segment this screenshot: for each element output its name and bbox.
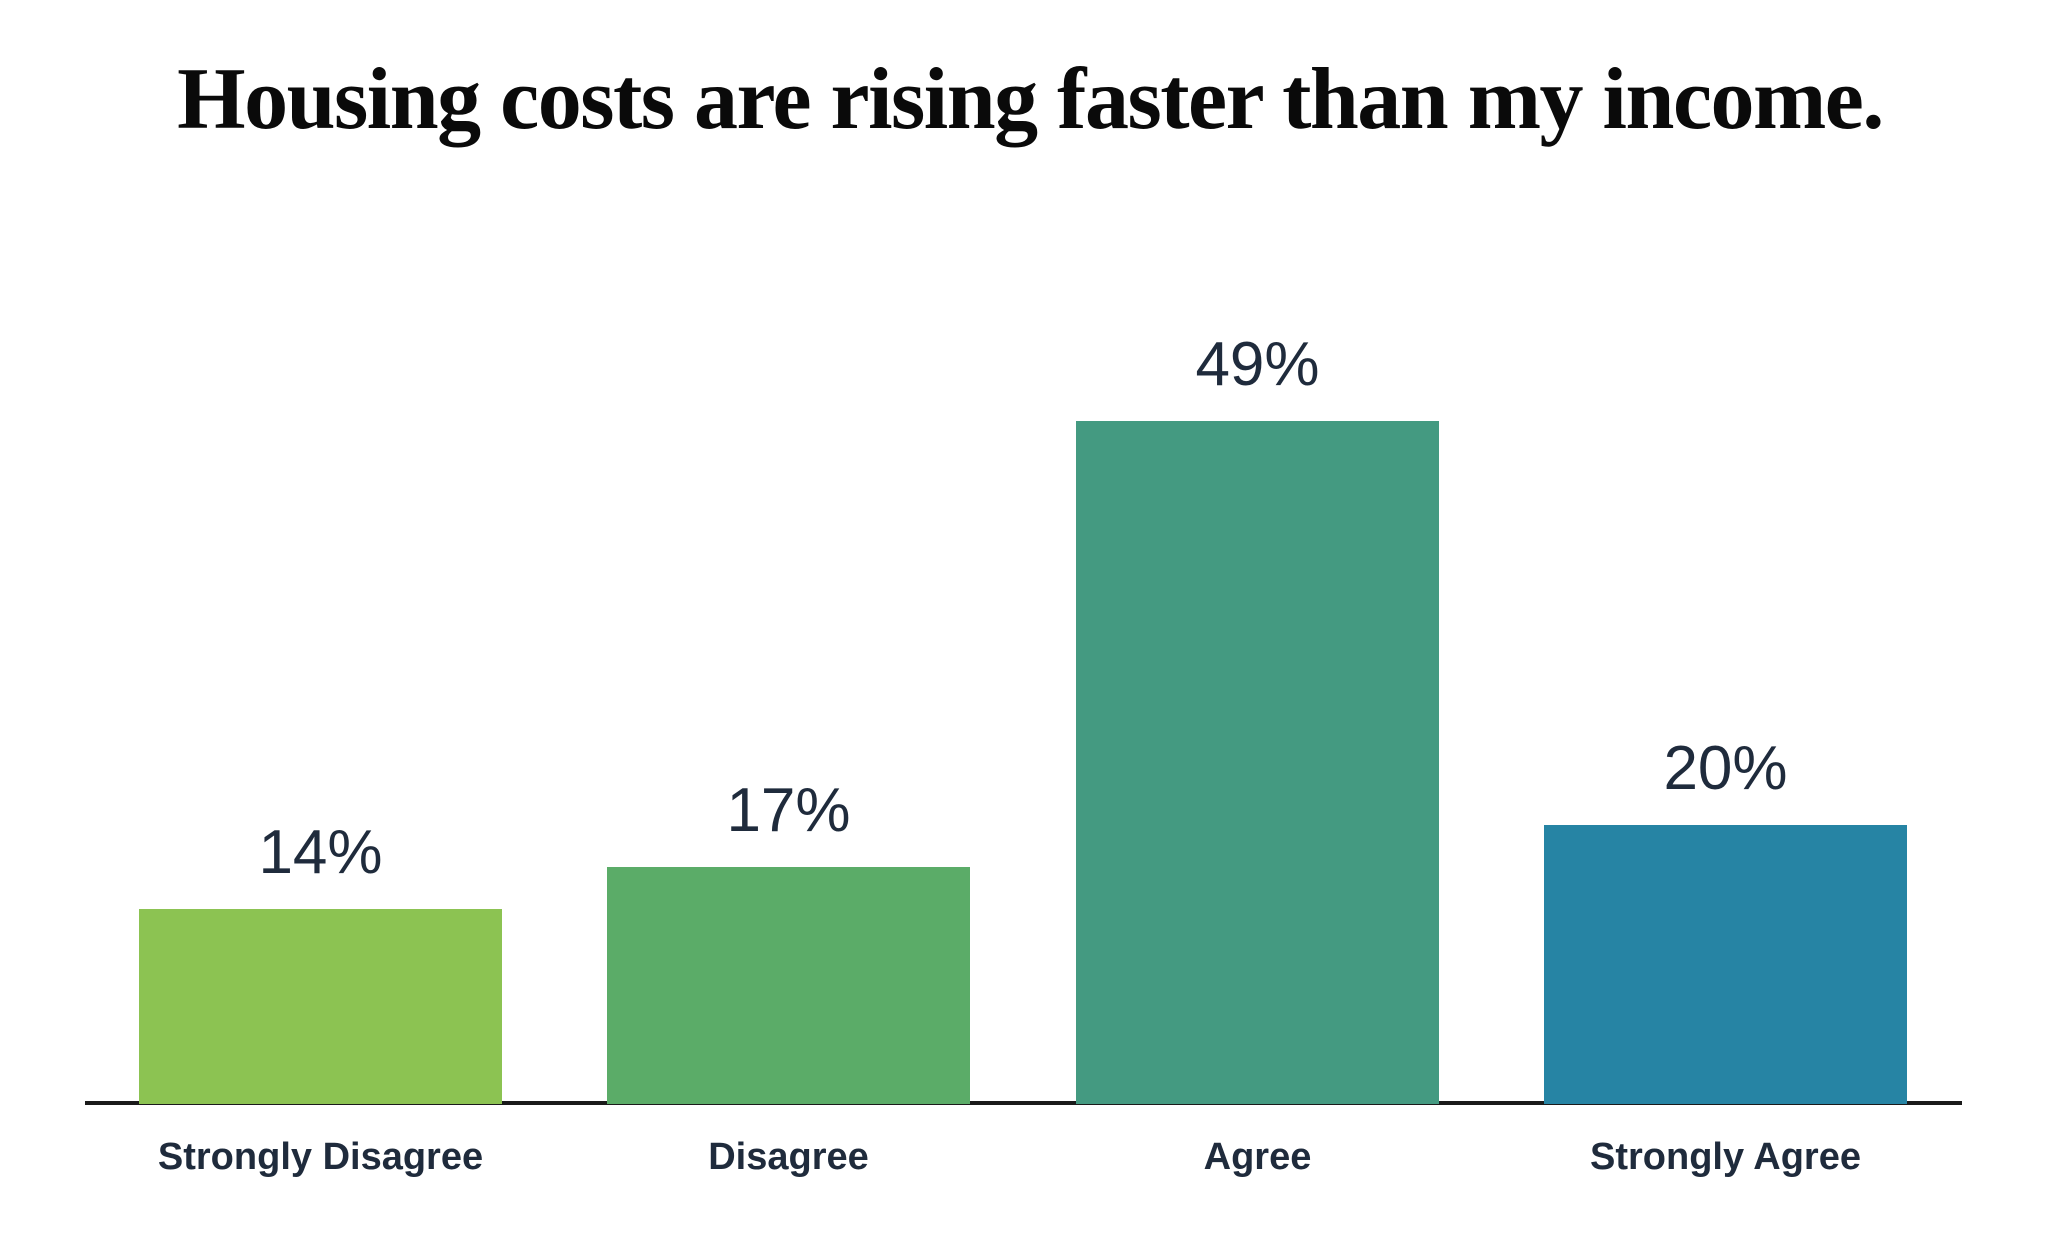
bar-value-label-agree: 49% <box>1195 330 1320 399</box>
x-axis-line <box>85 1101 1962 1105</box>
chart-title: Housing costs are rising faster than my … <box>177 51 1884 148</box>
bar-value-label-disagree: 17% <box>726 776 851 845</box>
bar-agree <box>1076 421 1439 1104</box>
bar-value-label-strongly-disagree: 14% <box>258 818 383 887</box>
bar-value-label-strongly-agree: 20% <box>1663 734 1788 803</box>
bar-category-label-strongly-disagree: Strongly Disagree <box>157 1136 484 1178</box>
bar-disagree <box>607 867 970 1104</box>
bar-strongly-disagree <box>139 909 502 1104</box>
bar-strongly-agree <box>1544 825 1907 1104</box>
bar-category-label-agree: Agree <box>1203 1136 1312 1178</box>
bar-category-label-disagree: Disagree <box>708 1136 869 1178</box>
bar-category-label-strongly-agree: Strongly Agree <box>1590 1136 1861 1178</box>
